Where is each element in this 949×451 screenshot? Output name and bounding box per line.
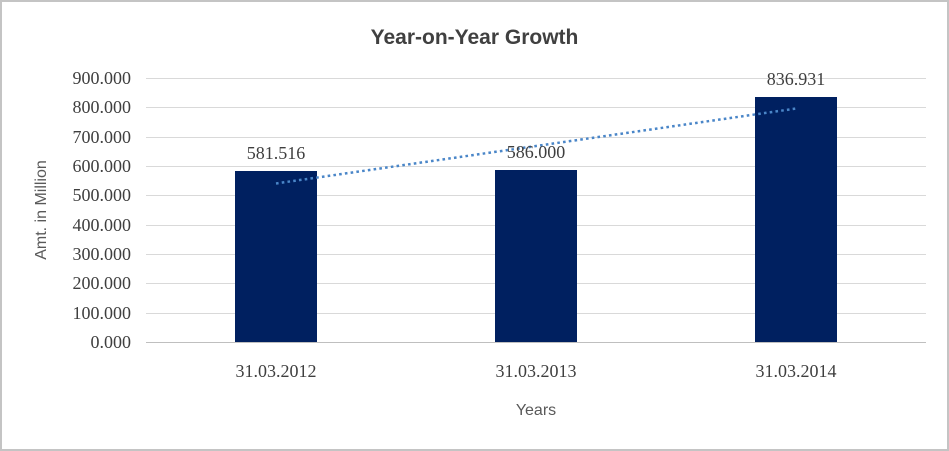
x-axis-line xyxy=(146,342,926,343)
y-tick-label: 400.000 xyxy=(72,215,132,235)
x-axis-title: Years xyxy=(515,402,557,419)
bar-data-label: 586.000 xyxy=(506,142,566,162)
bar xyxy=(235,171,317,342)
gridline xyxy=(146,78,926,79)
y-tick-label: 800.000 xyxy=(72,97,132,117)
y-tick-label: 600.000 xyxy=(72,156,132,176)
bar xyxy=(495,170,577,342)
y-axis-title: Amt. in Million xyxy=(33,160,50,260)
y-tick-label: 100.000 xyxy=(72,303,132,323)
x-tick-label: 31.03.2013 xyxy=(495,361,577,381)
y-tick-label: 200.000 xyxy=(72,273,132,293)
chart-title: Year-on-Year Growth xyxy=(370,26,579,49)
x-tick-label: 31.03.2012 xyxy=(235,361,317,381)
x-tick-label: 31.03.2014 xyxy=(755,361,837,381)
bar xyxy=(755,97,837,342)
y-tick-label: 500.000 xyxy=(72,185,132,205)
y-tick-label: 900.000 xyxy=(72,68,132,88)
bar-data-label: 836.931 xyxy=(766,69,826,89)
bar-data-label: 581.516 xyxy=(246,143,306,163)
y-tick-label: 700.000 xyxy=(72,127,132,147)
y-tick-label: 0.000 xyxy=(90,332,132,352)
y-tick-label: 300.000 xyxy=(72,244,132,264)
